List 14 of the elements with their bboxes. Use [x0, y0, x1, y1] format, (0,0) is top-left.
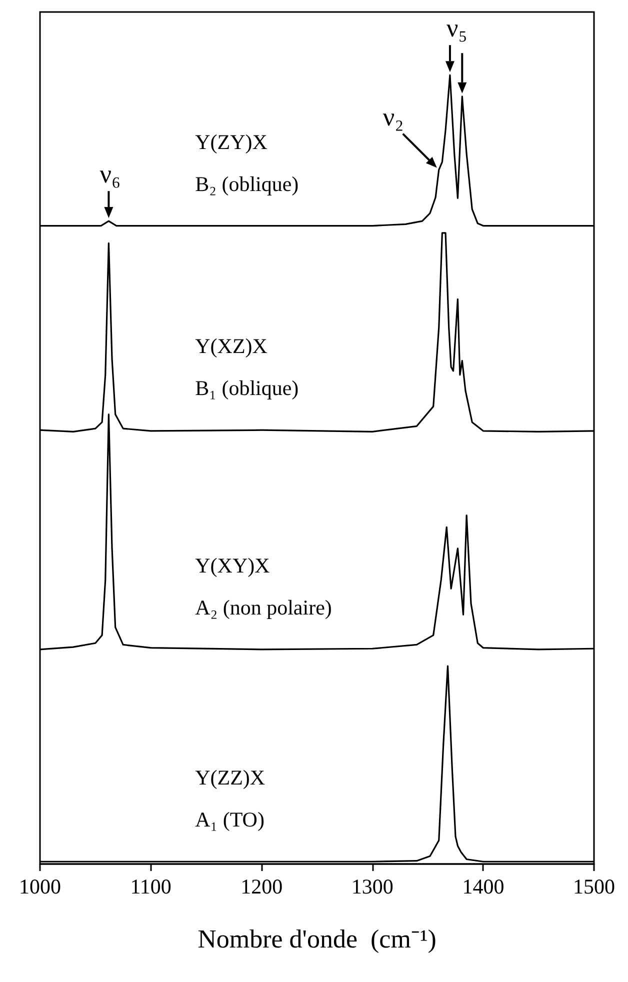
- annotation: ν₆: [100, 160, 121, 189]
- x-tick-label: 1500: [573, 874, 615, 898]
- series-label: Y(ZZ)X A₁ (TO): [195, 766, 266, 832]
- x-tick-label: 1200: [240, 874, 283, 898]
- x-axis-title: Nombre d'onde (cm⁻¹): [198, 924, 436, 954]
- series-label: Y(ZY)X B₂ (oblique): [195, 130, 299, 196]
- series-label: Y(XY)X A₂ (non polaire): [195, 553, 332, 620]
- x-tick-label: 1300: [351, 874, 394, 898]
- x-tick-label: 1400: [462, 874, 504, 898]
- annotation: ν₂: [382, 102, 404, 132]
- series-label: Y(XZ)X B₁ (oblique): [195, 334, 299, 400]
- x-tick-label: 1000: [19, 874, 61, 898]
- x-tick-label: 1100: [130, 874, 172, 898]
- annotation: ν₅: [446, 14, 468, 43]
